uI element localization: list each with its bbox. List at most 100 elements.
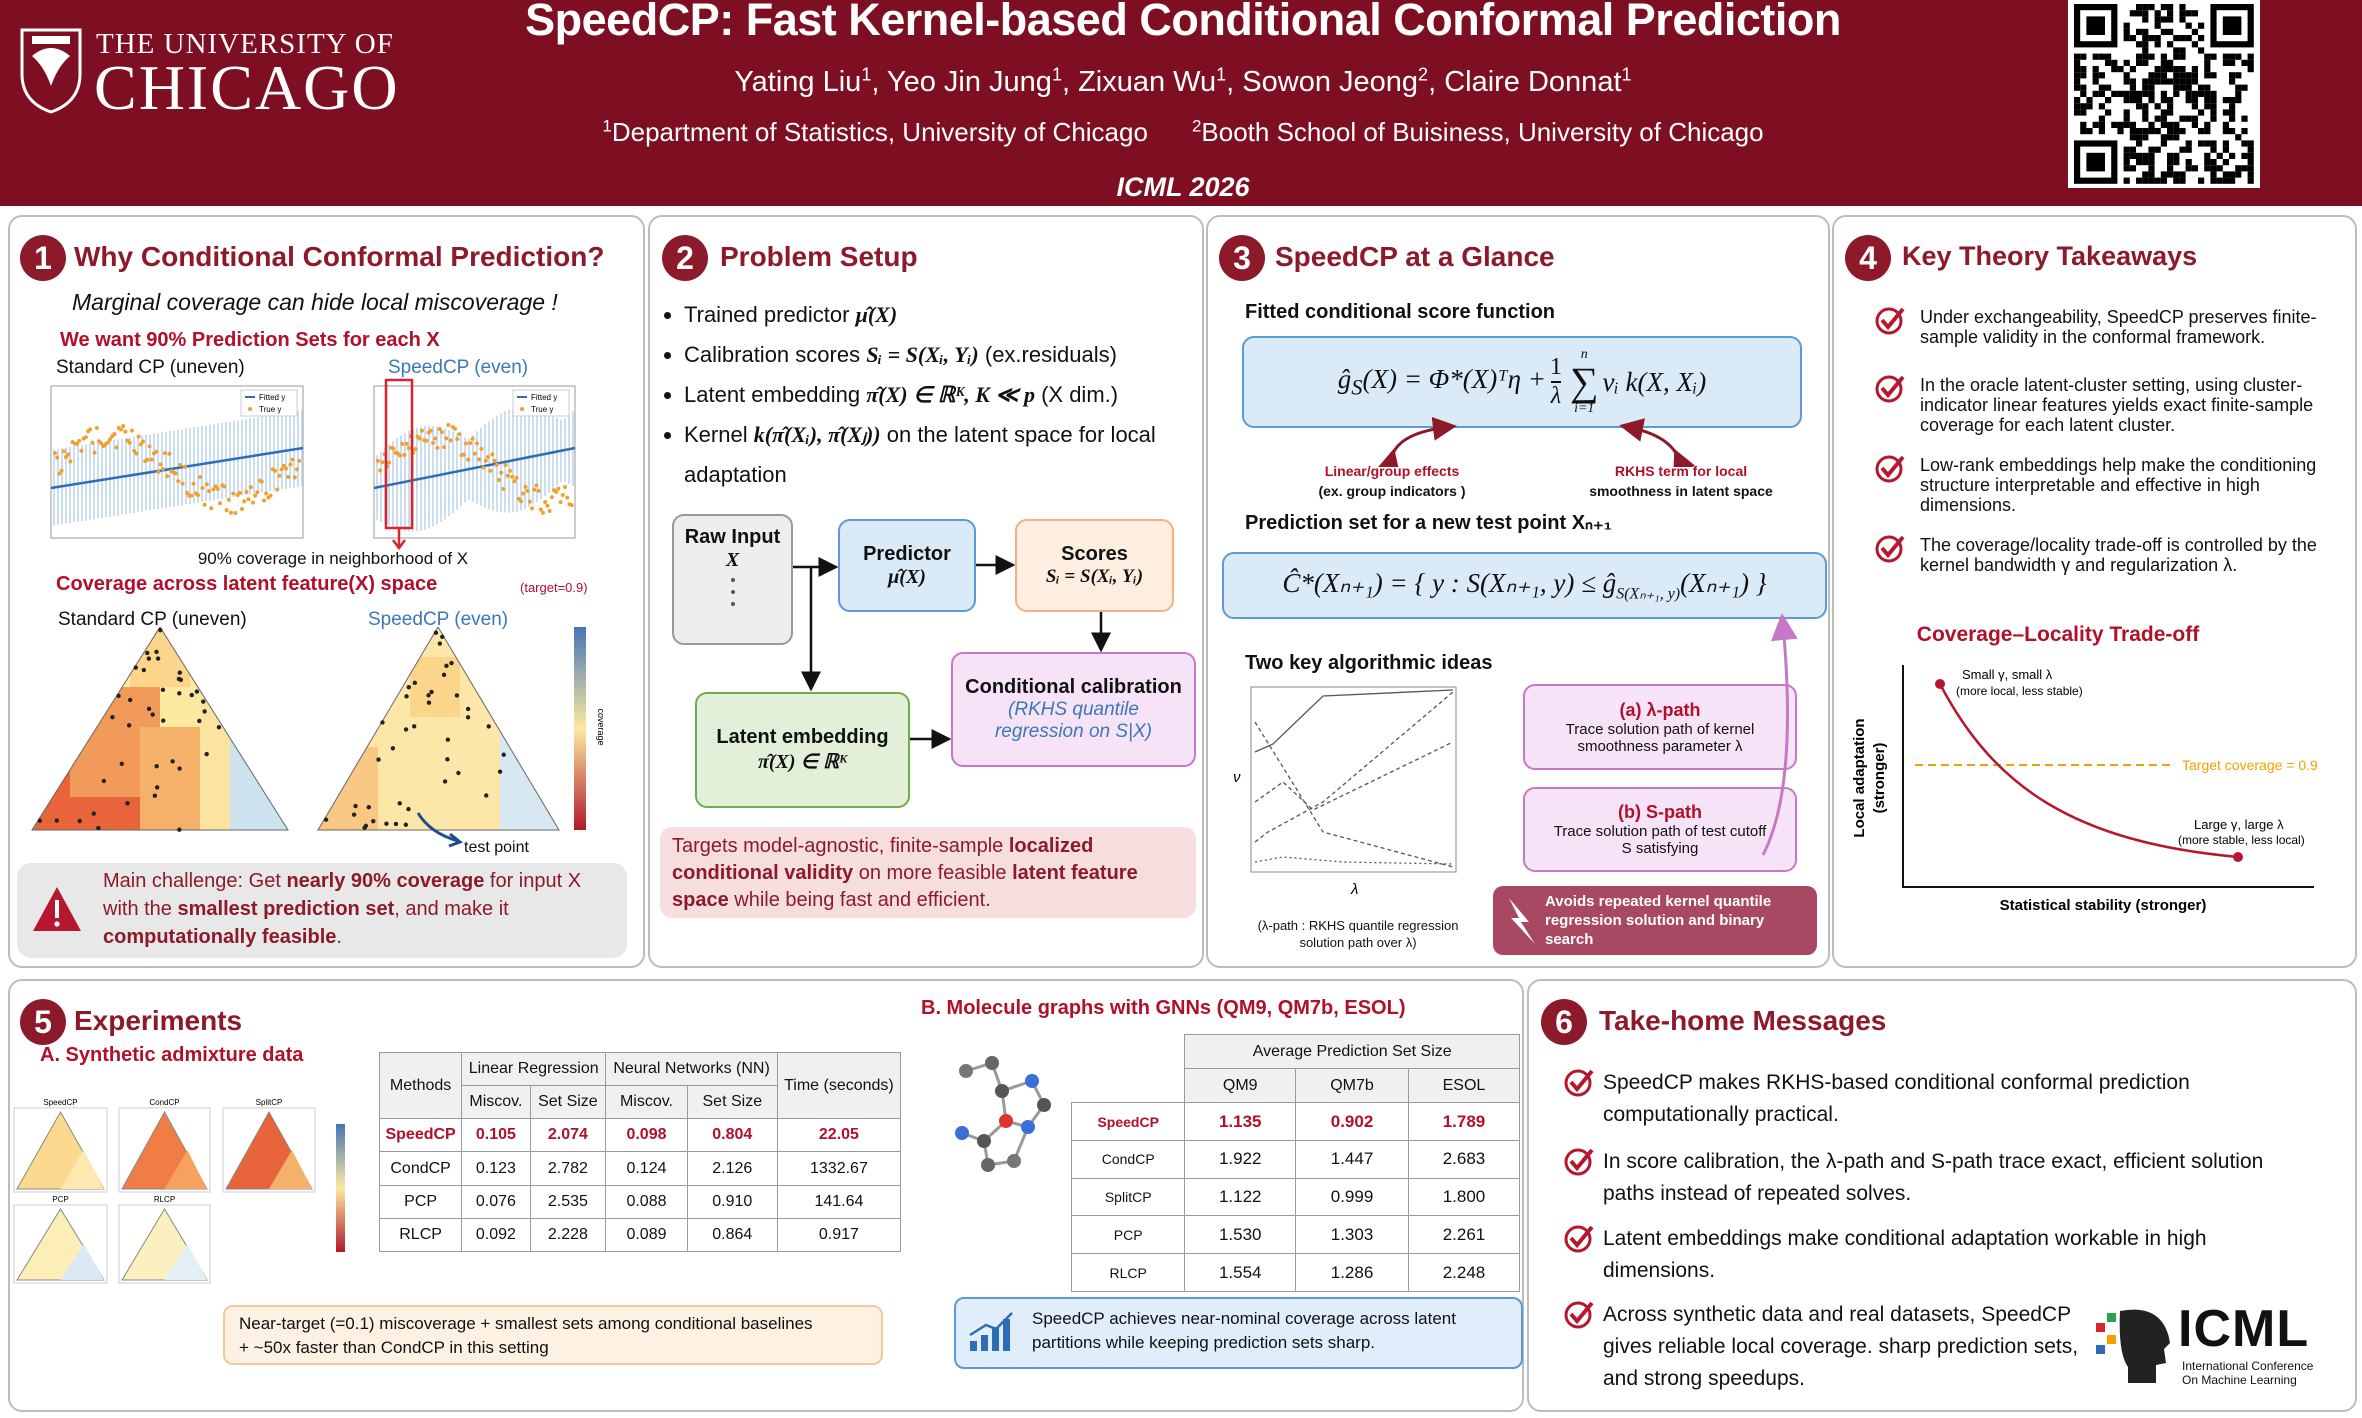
- qr-module: [2160, 78, 2167, 85]
- table-cell: 1.922: [1184, 1140, 1297, 1179]
- test-point-arrow: [416, 812, 464, 848]
- qr-module: [2160, 4, 2167, 11]
- header-cell: Miscov.: [605, 1085, 688, 1120]
- point: [441, 672, 447, 677]
- point: [508, 468, 512, 473]
- panel-experiments: 5 Experiments A. Synthetic admixture dat…: [8, 979, 1524, 1412]
- table-cell: 1.135: [1184, 1102, 1297, 1142]
- qr-module: [2191, 165, 2198, 172]
- point: [479, 446, 484, 451]
- qr-module: [2142, 47, 2149, 54]
- affiliation-text: Department of Statistics, University of …: [611, 116, 1148, 147]
- qr-module: [2185, 10, 2192, 17]
- panel-setup: 2 Problem Setup Trained predictor μ̂(X)C…: [648, 215, 1204, 968]
- plot-label: SpeedCP (even): [388, 357, 529, 378]
- qr-module: [2204, 72, 2211, 79]
- bullet-text: Calibration scores: [684, 342, 867, 367]
- point: [445, 757, 450, 762]
- table-row: RLCP 0.092 2.228 0.089 0.864 0.917: [378, 1217, 902, 1253]
- qr-module: [2229, 78, 2236, 85]
- check-icon: [1875, 375, 1905, 403]
- qr-module: [2185, 22, 2192, 29]
- section-number: 4: [1845, 235, 1891, 281]
- qr-module: [2167, 165, 2174, 172]
- mini-label: PCP: [52, 1195, 68, 1204]
- qr-module: [2167, 78, 2174, 85]
- qr-module: [2179, 115, 2186, 122]
- qr-module: [2142, 109, 2149, 116]
- qr-module: [2142, 171, 2149, 178]
- qr-module: [2092, 66, 2099, 73]
- table-cell: RLCP: [378, 1217, 463, 1253]
- point: [141, 439, 145, 444]
- qr-code: [2068, 0, 2260, 188]
- qr-module: [2210, 140, 2217, 147]
- qr-module: [2098, 121, 2105, 128]
- point: [154, 785, 160, 790]
- qr-module: [2235, 97, 2242, 104]
- qr-module: [2173, 84, 2180, 91]
- mini-label: CondCP: [149, 1098, 179, 1107]
- qr-module: [2204, 159, 2211, 166]
- qr-module: [2123, 121, 2130, 128]
- qr-module: [2080, 72, 2087, 79]
- table-cell: 0.092: [461, 1217, 531, 1253]
- qr-module: [2142, 159, 2149, 166]
- qr-module: [2123, 146, 2130, 153]
- qr-module: [2123, 165, 2130, 172]
- table-cell: 0.076: [461, 1184, 531, 1219]
- university-line: THE UNIVERSITY OF: [96, 28, 394, 60]
- point: [126, 723, 132, 728]
- formula: Ĉ*(Xₙ₊₁) = { y : S(Xₙ₊₁, y) ≤ ĝS(Xₙ₊₁, y…: [1282, 567, 1767, 603]
- qr-module: [2167, 41, 2174, 48]
- curve-end: [1935, 679, 1945, 689]
- point: [174, 471, 178, 476]
- qr-module: [2173, 159, 2180, 166]
- qr-module: [2179, 16, 2186, 23]
- point: [231, 491, 236, 496]
- qr-module: [2210, 159, 2217, 166]
- point: [154, 649, 159, 655]
- point: [248, 485, 253, 490]
- qr-module: [2142, 152, 2149, 159]
- point: [499, 470, 504, 475]
- qr-module: [2247, 66, 2254, 73]
- qr-module: [2148, 121, 2155, 128]
- takeaway: Under exchangeability, SpeedCP preserves…: [1920, 307, 2317, 347]
- flow-node: Raw Input X: [672, 514, 793, 645]
- point: [281, 463, 286, 468]
- point: [492, 458, 497, 463]
- formula: νᵢ k(X, Xᵢ): [1602, 366, 1707, 397]
- qr-module: [2210, 109, 2217, 116]
- solution-path: [1254, 741, 1454, 811]
- point: [378, 468, 383, 473]
- header-cell: Neural Networks (NN): [605, 1051, 778, 1087]
- table-cell: 0.902: [1295, 1102, 1409, 1142]
- qr-module: [2167, 121, 2174, 128]
- check-circle: [1875, 455, 1903, 483]
- point: [160, 467, 165, 472]
- icml-logo: ICML International Conference On Machine …: [2094, 1299, 2344, 1399]
- qr-module: [2136, 90, 2143, 97]
- point: [147, 444, 152, 449]
- point: [437, 641, 443, 646]
- qr-module: [2222, 146, 2229, 153]
- qr-module: [2080, 53, 2087, 60]
- atom: [977, 1134, 991, 1148]
- point: [403, 822, 409, 827]
- annotation: (more stable, less local): [2178, 833, 2305, 847]
- qr-module: [2080, 121, 2087, 128]
- point: [119, 761, 125, 767]
- qr-module: [2204, 165, 2211, 172]
- qr-module: [2123, 109, 2130, 116]
- table-cell: 1.530: [1184, 1215, 1297, 1255]
- qr-module: [2148, 84, 2155, 91]
- point: [244, 489, 249, 494]
- point: [123, 429, 128, 434]
- heading: Coverage across latent feature(X) space: [56, 573, 438, 595]
- qr-module: [2173, 66, 2180, 73]
- point: [202, 709, 207, 714]
- point: [433, 630, 439, 635]
- plot-label: Standard CP (uneven): [56, 357, 245, 378]
- point: [323, 817, 329, 822]
